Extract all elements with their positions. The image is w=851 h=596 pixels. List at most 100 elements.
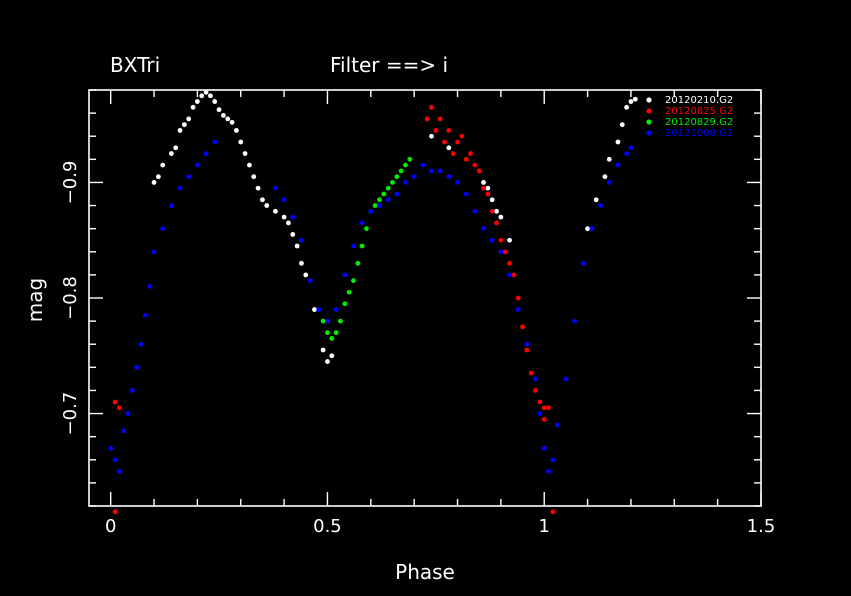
data-point: [203, 151, 209, 156]
data-point: [168, 151, 174, 156]
data-point: [411, 174, 417, 180]
data-point: [515, 295, 521, 301]
data-point: [359, 243, 365, 249]
data-point: [125, 411, 131, 416]
data-point: [572, 318, 577, 324]
x-tick-label: 1.5: [747, 516, 776, 537]
data-point: [524, 341, 530, 347]
data-point: [134, 364, 140, 370]
data-point: [472, 208, 478, 214]
data-point: [550, 509, 556, 515]
data-point: [186, 174, 192, 180]
data-point: [463, 191, 469, 197]
data-point: [281, 214, 287, 220]
data-point: [515, 307, 521, 312]
data-point: [455, 139, 460, 145]
data-point: [342, 272, 348, 278]
data-point: [455, 180, 460, 185]
data-point: [355, 260, 361, 266]
data-point: [325, 318, 330, 324]
data-point: [286, 220, 291, 226]
data-point: [168, 203, 174, 208]
data-point: [511, 272, 517, 278]
data-point: [112, 457, 118, 463]
data-point: [398, 168, 404, 174]
data-point: [112, 509, 118, 515]
data-point: [541, 416, 547, 422]
data-point: [247, 162, 252, 168]
legend-marker: [646, 108, 652, 114]
data-point: [437, 116, 443, 122]
data-point: [433, 128, 439, 133]
data-point: [463, 156, 469, 162]
data-point: [554, 422, 560, 428]
data-point: [507, 272, 512, 278]
data-point: [151, 249, 157, 255]
data-point: [429, 133, 434, 139]
data-point: [160, 226, 166, 232]
data-point: [216, 107, 222, 113]
data-point: [299, 237, 304, 243]
data-point: [619, 122, 625, 128]
y-tick-label: −0.8: [60, 276, 81, 320]
data-point: [181, 122, 187, 128]
data-point: [494, 220, 499, 226]
data-point: [498, 237, 504, 243]
data-point: [333, 307, 339, 312]
legend-label: 20120210.G2: [665, 95, 733, 106]
data-point: [199, 93, 205, 99]
data-point: [537, 411, 543, 416]
data-point: [190, 104, 196, 110]
data-point: [194, 99, 200, 104]
data-point: [225, 116, 231, 122]
data-point: [173, 145, 179, 151]
data-point: [485, 185, 491, 191]
data-point: [593, 197, 599, 203]
data-point: [394, 191, 400, 197]
data-point: [186, 116, 192, 122]
data-point: [329, 336, 335, 341]
data-point: [359, 220, 365, 226]
data-point: [264, 203, 270, 208]
data-point: [160, 162, 166, 168]
data-point: [121, 428, 127, 434]
data-point: [628, 99, 634, 104]
data-point: [615, 139, 621, 145]
data-point: [290, 232, 296, 237]
data-point: [476, 168, 482, 174]
data-point: [329, 353, 335, 359]
data-point: [403, 180, 408, 185]
data-point: [585, 226, 590, 232]
legend: 20120210.G220120825.G220120829.G22012100…: [646, 95, 733, 139]
data-point: [606, 180, 612, 185]
data-point: [299, 260, 304, 266]
data-point: [364, 226, 369, 232]
data-point: [520, 324, 525, 330]
data-point: [403, 162, 408, 168]
data-point: [338, 318, 343, 324]
data-point: [450, 151, 456, 156]
data-point: [320, 318, 326, 324]
data-point: [294, 243, 300, 249]
data-point: [446, 128, 452, 133]
data-point: [346, 289, 352, 295]
data-point: [112, 399, 118, 405]
y-axis-label: mag: [23, 278, 47, 322]
data-point: [429, 104, 434, 110]
data-point: [385, 197, 391, 203]
data-point: [485, 191, 491, 197]
data-point: [394, 174, 400, 180]
data-point: [320, 347, 326, 353]
data-point: [507, 260, 512, 266]
data-point: [207, 93, 213, 99]
data-point: [325, 330, 330, 336]
data-point: [507, 237, 512, 243]
data-point: [407, 156, 413, 162]
data-point: [446, 145, 452, 151]
data-point: [546, 405, 551, 411]
data-point: [481, 226, 486, 232]
data-point: [468, 151, 473, 156]
x-tick-label: 1: [538, 516, 549, 537]
data-point: [628, 145, 634, 151]
data-point: [546, 468, 551, 474]
